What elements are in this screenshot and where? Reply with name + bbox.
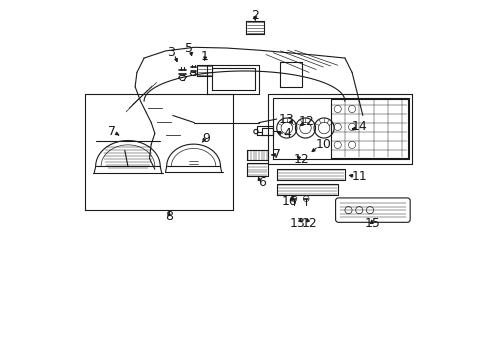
Text: 14: 14 (351, 121, 366, 134)
Text: 7: 7 (272, 148, 280, 161)
Text: 1: 1 (201, 50, 208, 63)
Text: 9: 9 (202, 132, 210, 145)
Text: 11: 11 (351, 170, 366, 183)
Text: 12: 12 (301, 217, 317, 230)
Text: 13: 13 (278, 113, 294, 126)
Text: 12: 12 (298, 116, 313, 129)
Text: 8: 8 (165, 210, 173, 223)
Text: 6: 6 (257, 176, 265, 189)
Text: 13: 13 (289, 217, 305, 230)
Text: 12: 12 (293, 153, 309, 166)
Text: 3: 3 (167, 46, 175, 59)
Text: 2: 2 (251, 9, 259, 22)
Text: 7: 7 (107, 125, 116, 139)
Text: 10: 10 (315, 138, 331, 151)
Text: 16: 16 (281, 195, 297, 208)
Text: 15: 15 (364, 216, 380, 230)
Text: 5: 5 (184, 41, 193, 54)
Text: 4: 4 (283, 127, 291, 140)
